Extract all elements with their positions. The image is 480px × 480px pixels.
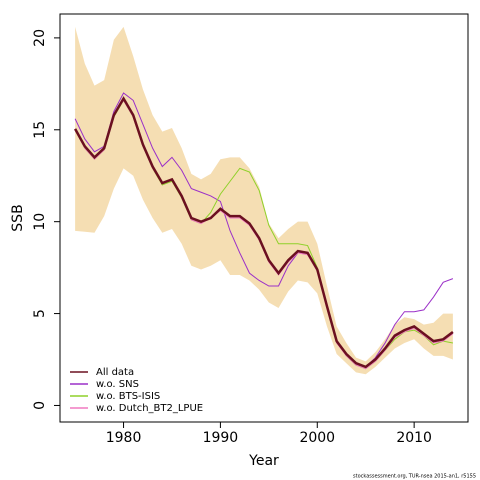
footer: stockassessment.org, TUR-nsea 2015-an1, … <box>353 474 476 480</box>
series-line <box>74 92 454 368</box>
y-tick-label: 0 <box>32 401 48 410</box>
x-tick-label: 2000 <box>299 430 335 446</box>
legend-label: w.o. BTS-ISIS <box>96 391 160 402</box>
x-tick-label: 1980 <box>106 430 142 446</box>
x-tick-label: 2010 <box>396 430 432 446</box>
legend-label: w.o. Dutch_BT2_LPUE <box>96 403 203 414</box>
y-tick-label: 15 <box>32 121 48 139</box>
plot-frame <box>59 13 469 423</box>
legend-label: w.o. SNS <box>96 379 139 390</box>
y-axis-label: SSB <box>10 204 26 231</box>
x-axis-label: Year <box>248 453 279 469</box>
y-tick-label: 20 <box>32 29 48 47</box>
y-tick-label: 5 <box>32 309 48 318</box>
confidence-band <box>75 26 453 375</box>
legend-label: All data <box>96 367 134 378</box>
x-tick-label: 1990 <box>203 430 239 446</box>
y-tick-label: 10 <box>32 213 48 231</box>
series-line <box>74 96 454 369</box>
